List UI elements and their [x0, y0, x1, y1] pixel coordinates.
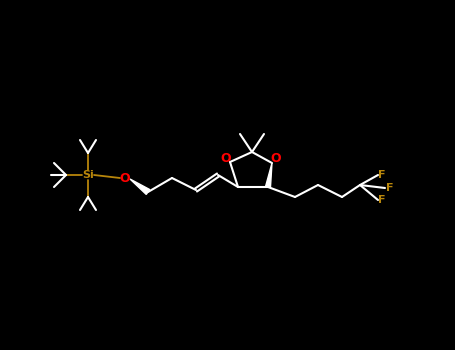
Text: O: O: [120, 172, 130, 184]
Polygon shape: [130, 179, 150, 195]
Text: F: F: [378, 170, 386, 180]
Polygon shape: [266, 163, 272, 187]
Text: O: O: [221, 152, 231, 164]
Text: O: O: [271, 153, 281, 166]
Text: F: F: [386, 183, 394, 193]
Text: Si: Si: [82, 170, 94, 180]
Text: F: F: [378, 195, 386, 205]
